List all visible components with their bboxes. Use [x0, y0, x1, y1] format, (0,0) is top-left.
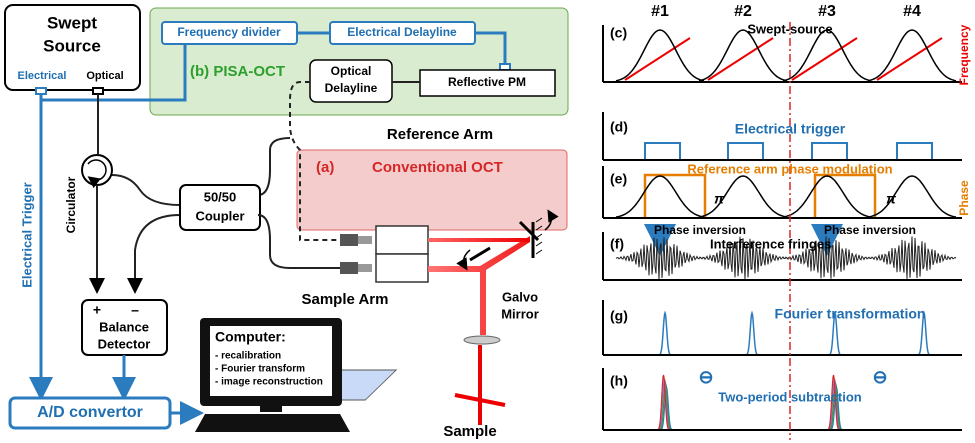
optical-delayline: Delayline: [325, 81, 378, 95]
panel-title: Fourier transformation: [775, 306, 926, 322]
gaussian: [699, 176, 787, 217]
peak: [655, 313, 675, 355]
panel-title: Reference arm phase modulation: [687, 161, 892, 176]
coupler: 50/50: [204, 189, 237, 204]
axis-label: Phase: [957, 180, 971, 216]
subtract-mark: ⊖: [698, 367, 713, 387]
note: Phase inversion: [654, 223, 746, 237]
period-label: #1: [651, 3, 669, 20]
galvo: Galvo: [502, 289, 538, 304]
subtract-mark: ⊖: [872, 367, 887, 387]
conventional-label: Conventional OCT: [372, 159, 503, 176]
reflective-pm: Reflective PM: [448, 75, 526, 89]
freq-divider: Frequency divider: [177, 25, 281, 39]
panel-tag: (c): [610, 25, 627, 41]
panel-title: Swept-source: [747, 21, 832, 36]
pi-label: π: [714, 191, 725, 207]
detector: Detector: [98, 336, 151, 351]
computer-item: - Fourier transform: [215, 364, 305, 375]
axis-label: Frequency: [957, 24, 971, 85]
fringes: [868, 237, 956, 279]
detector-plus: +: [93, 302, 101, 318]
computer-item: - recalibration: [215, 351, 281, 362]
pi-label: π: [886, 191, 897, 207]
panel-title: Two-period subtraction: [718, 389, 862, 404]
gaussian: [699, 30, 787, 81]
panel-tag: (f): [610, 236, 624, 252]
panel-title: Electrical trigger: [735, 121, 846, 137]
sample-arm: Sample Arm: [302, 291, 389, 308]
panel-tag: (d): [610, 119, 628, 135]
gaussian: [783, 176, 871, 217]
phase-wave: [645, 175, 875, 218]
gaussian: [616, 176, 704, 217]
circulator-label: Circulator: [64, 176, 78, 233]
figure: Swept Source Electrical Optical Frequenc…: [0, 0, 975, 443]
gaussian: [868, 30, 956, 81]
computer-title: Computer:: [215, 329, 286, 345]
coupler: Coupler: [195, 208, 244, 223]
gaussian: [868, 176, 956, 217]
sample: Sample: [443, 423, 496, 440]
gaussian: [616, 30, 704, 81]
electrical-trigger: Electrical Trigger: [19, 182, 34, 288]
port-label: Electrical: [18, 70, 67, 82]
panel-title: Interference fringes: [710, 236, 831, 251]
period-label: #2: [734, 3, 752, 20]
source-title: Source: [43, 36, 101, 55]
detector: Balance: [99, 319, 149, 334]
electrical-delayline: Electrical Delayline: [347, 25, 457, 39]
ad-convertor: A/D convertor: [37, 404, 143, 421]
panel-tag: (h): [610, 373, 628, 389]
period-label: #4: [903, 3, 921, 20]
computer-item: - image reconstruction: [215, 377, 323, 388]
detector-minus: –: [131, 302, 139, 318]
trigger-pulse: [645, 143, 680, 160]
port-label: Optical: [86, 70, 123, 82]
galvo: Mirror: [501, 306, 539, 321]
panel-tag: (g): [610, 308, 628, 324]
optical-delayline: Optical: [331, 64, 372, 78]
source-title: Swept: [47, 13, 97, 32]
pisa-label: (b) PISA-OCT: [190, 63, 285, 80]
note: Phase inversion: [824, 223, 916, 237]
gaussian: [783, 30, 871, 81]
trigger-pulse: [728, 143, 763, 160]
period-label: #3: [818, 3, 836, 20]
panel-tag: (e): [610, 171, 627, 187]
timing-diagram: #1 #2 #3 #4 (c) Swept-source Frequency (…: [603, 3, 971, 440]
reference-arm: Reference Arm: [387, 126, 493, 143]
trigger-pulse: [897, 143, 932, 160]
peak: [742, 313, 762, 355]
trigger-pulse: [812, 143, 847, 160]
conventional-tag: (a): [316, 159, 334, 176]
